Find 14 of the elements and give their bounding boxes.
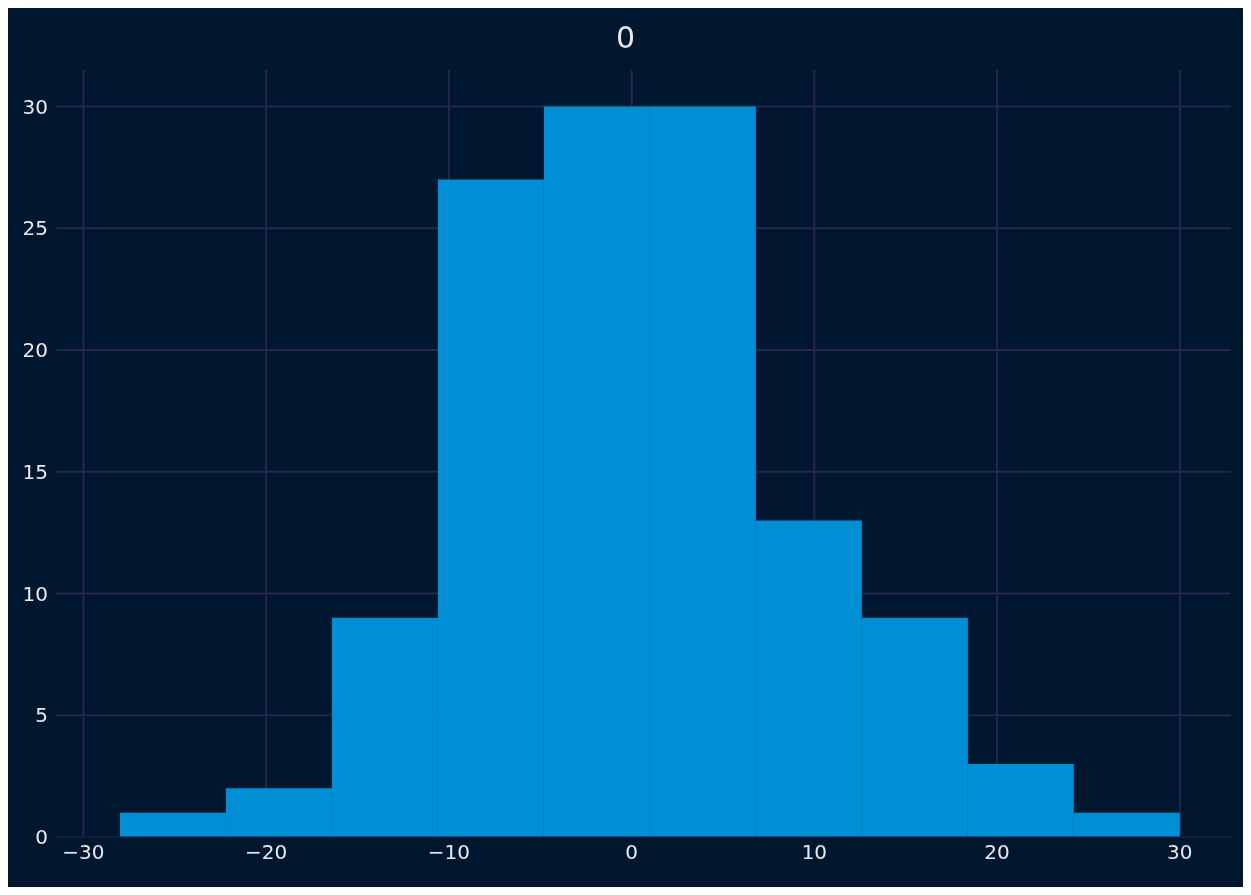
chart-title: 0: [614, 19, 637, 57]
x-tick-label: 10: [801, 840, 828, 865]
x-tick-label: 20: [984, 840, 1010, 865]
y-tick-label: 15: [22, 459, 48, 484]
x-tick-label: −10: [427, 840, 470, 865]
y-tick-label: 25: [22, 216, 48, 241]
x-tick-label: −20: [245, 840, 288, 865]
y-tick-label: 5: [35, 703, 48, 728]
x-tick-label: −30: [62, 840, 105, 865]
y-tick-label: 10: [22, 581, 48, 606]
x-tick-label: 0: [625, 840, 638, 865]
y-tick-label: 20: [22, 338, 48, 363]
x-tick-label: 30: [1167, 840, 1193, 865]
y-tick-label: 30: [22, 94, 48, 119]
